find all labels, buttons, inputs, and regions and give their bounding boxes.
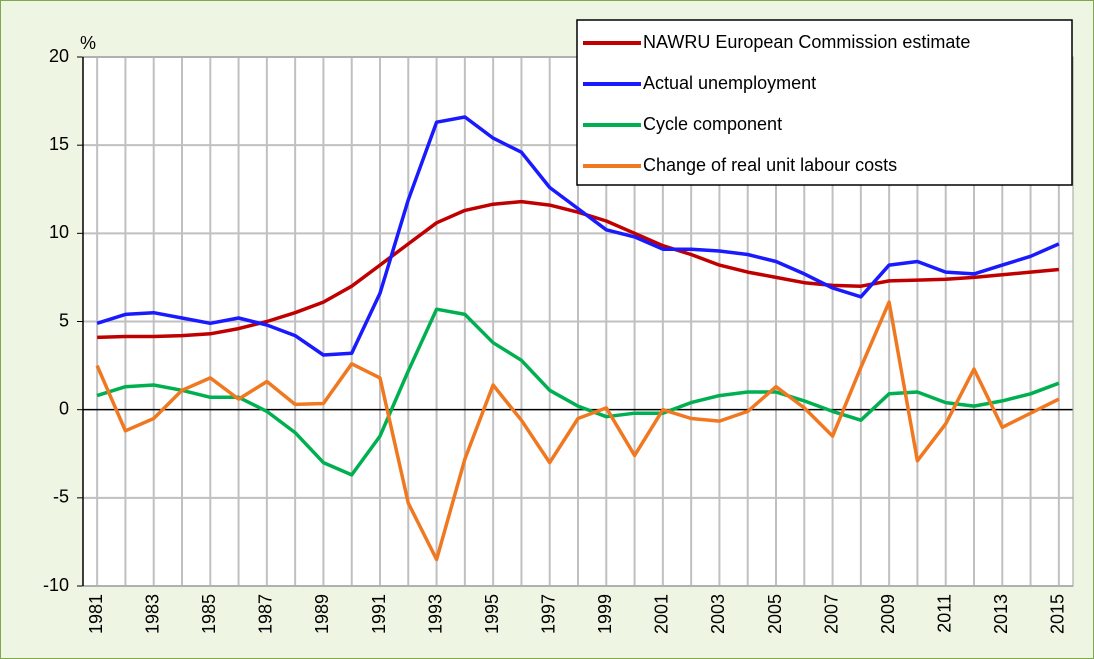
series-line bbox=[95, 300, 1060, 562]
legend-label: NAWRU European Commission estimate bbox=[643, 32, 970, 52]
x-tick-label: 1987 bbox=[256, 594, 276, 634]
x-tick-label: 2003 bbox=[708, 594, 728, 634]
x-tick-label: 1995 bbox=[482, 594, 502, 634]
legend-box bbox=[576, 19, 1073, 186]
series-line bbox=[96, 115, 1060, 357]
y-tick-label: -5 bbox=[53, 487, 69, 507]
x-tick-label: 2007 bbox=[821, 594, 841, 634]
x-tick-label: 1991 bbox=[369, 594, 389, 634]
y-tick-label: 5 bbox=[59, 310, 69, 330]
x-tick-label: 2005 bbox=[765, 594, 785, 634]
x-tick-label: 1981 bbox=[86, 594, 106, 634]
legend-label: Change of real unit labour costs bbox=[643, 155, 897, 175]
y-tick-label: 15 bbox=[49, 134, 69, 154]
x-tick-label: 2013 bbox=[991, 594, 1011, 634]
series-line bbox=[96, 307, 1060, 477]
x-tick-label: 1983 bbox=[142, 594, 162, 634]
x-tick-label: 1993 bbox=[425, 594, 445, 634]
x-tick-label: 2009 bbox=[878, 594, 898, 634]
x-tick-label: 1997 bbox=[538, 594, 558, 634]
x-tick-label: 2001 bbox=[652, 594, 672, 634]
x-tick-label: 2015 bbox=[1048, 594, 1068, 634]
legend-label: Cycle component bbox=[643, 114, 782, 134]
y-tick-label: 20 bbox=[49, 46, 69, 66]
x-tick-label: 1985 bbox=[199, 594, 219, 634]
legend-label: Actual unemployment bbox=[643, 73, 816, 93]
x-tick-label: 2011 bbox=[934, 594, 954, 633]
y-tick-label: -10 bbox=[43, 575, 69, 595]
x-tick-label: 1999 bbox=[595, 594, 615, 634]
x-tick-label: 1989 bbox=[312, 594, 332, 634]
y-tick-label: 10 bbox=[49, 222, 69, 242]
y-axis-label: % bbox=[80, 33, 96, 53]
y-tick-label: 0 bbox=[59, 398, 69, 418]
